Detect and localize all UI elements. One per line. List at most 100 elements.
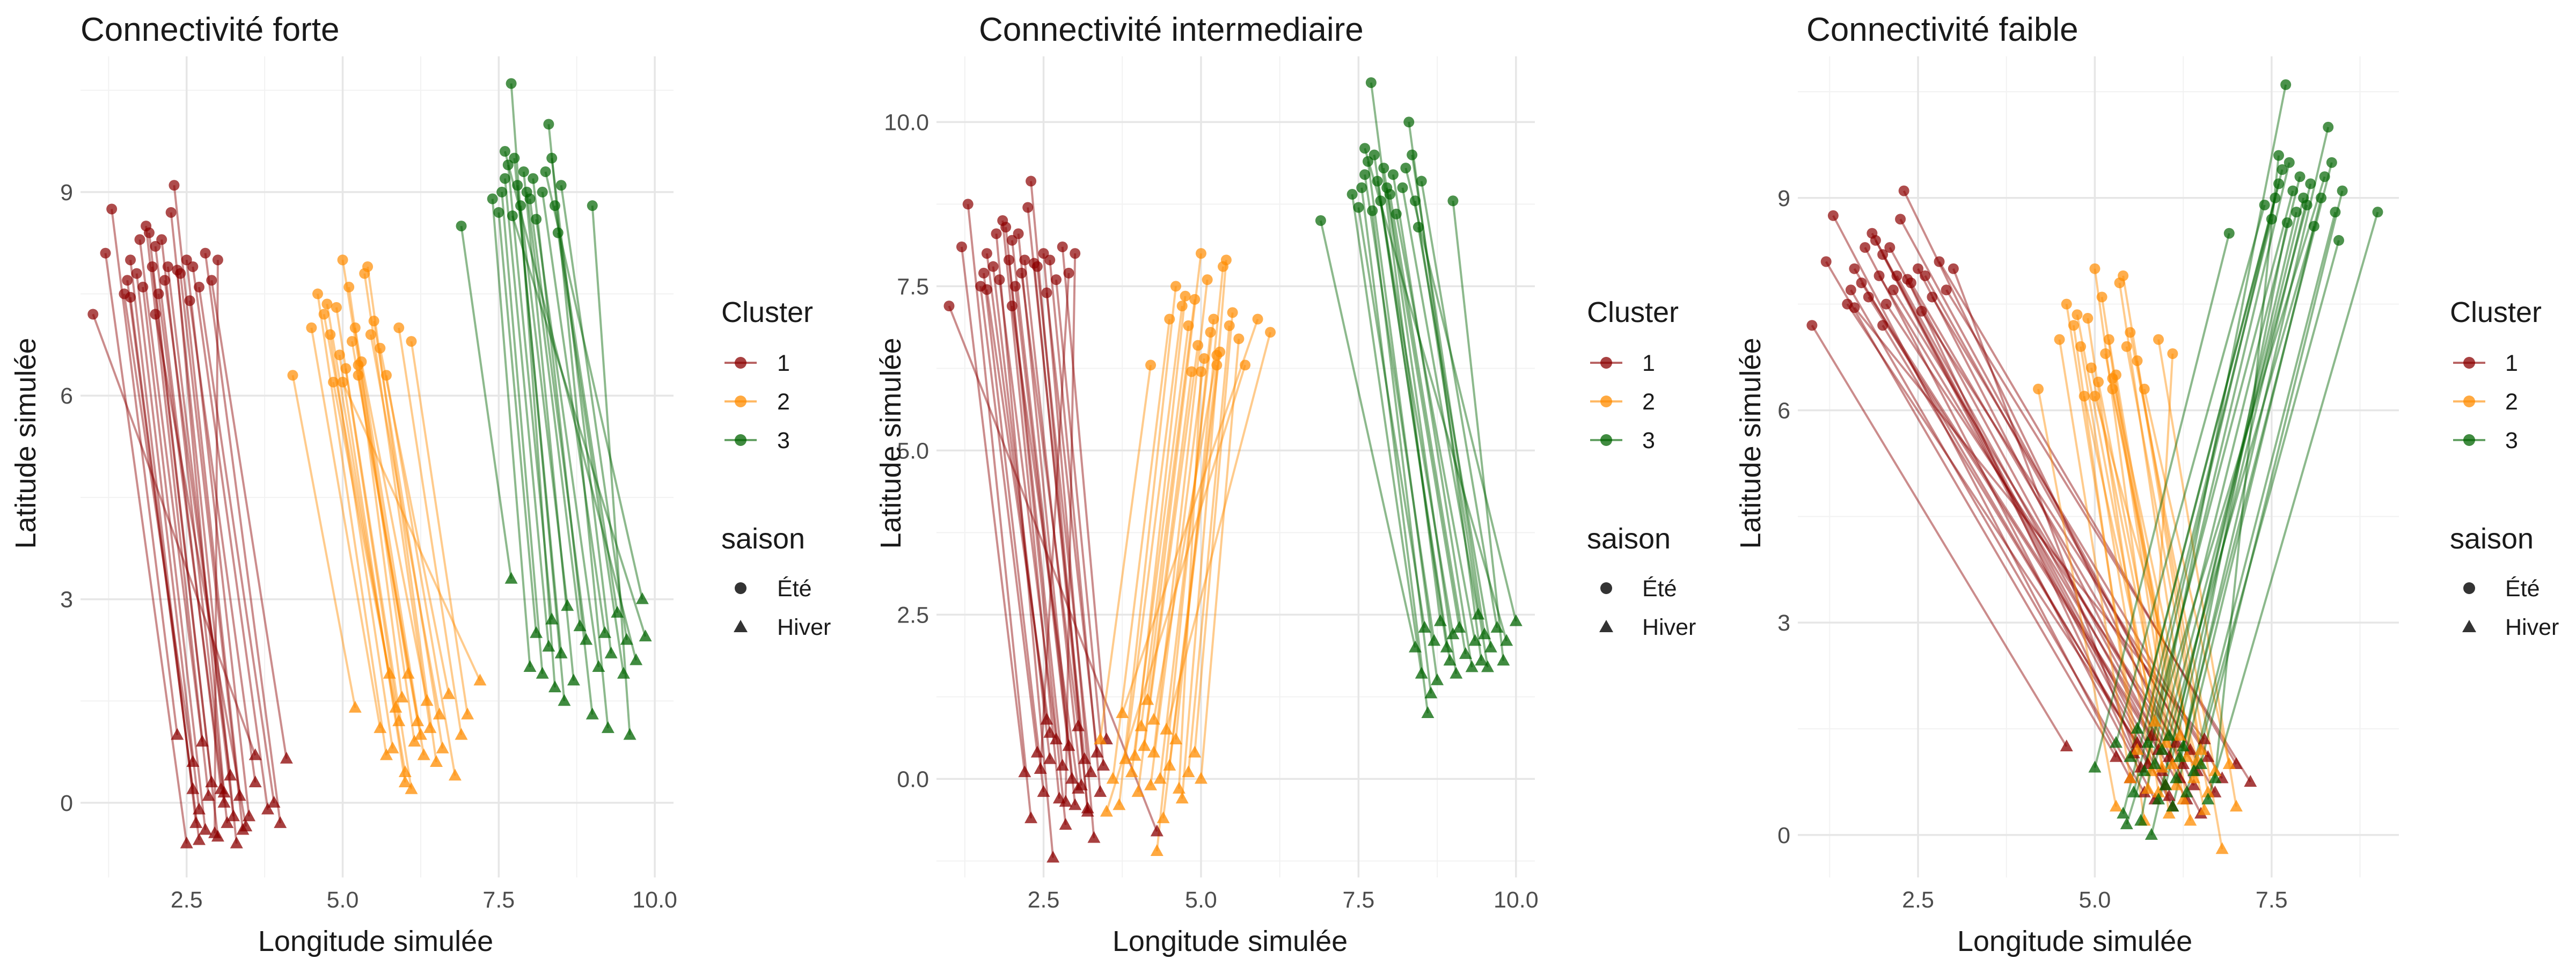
legend-label-cluster-1: 1 [1642, 350, 1655, 376]
trajectory-line-cluster-3 [2185, 211, 2337, 793]
trajectory-line-cluster-2 [335, 307, 400, 722]
point-ete-cluster-3 [2266, 214, 2277, 225]
point-ete-cluster-1 [1920, 270, 1931, 281]
point-ete-cluster-2 [1211, 360, 1223, 371]
point-hiver-cluster-1 [1024, 811, 1038, 823]
point-hiver-cluster-2 [1153, 772, 1167, 784]
point-hiver-cluster-3 [2131, 722, 2144, 734]
point-hiver-cluster-1 [217, 785, 231, 797]
point-hiver-cluster-1 [1087, 831, 1101, 843]
point-ete-cluster-2 [365, 329, 376, 340]
trajectory-line-cluster-3 [2132, 183, 2280, 793]
point-hiver-cluster-1 [1065, 772, 1079, 784]
trajectory-line-cluster-1 [1853, 306, 2206, 741]
point-ete-cluster-1 [1827, 210, 1839, 221]
point-ete-cluster-2 [362, 261, 374, 272]
trajectory-line-cluster-2 [1111, 319, 1171, 779]
legend-key-ete [2463, 582, 2475, 594]
point-hiver-cluster-1 [1094, 785, 1107, 797]
point-hiver-cluster-1 [1043, 726, 1057, 738]
point-ete-cluster-2 [2072, 309, 2083, 320]
trajectory-line-cluster-3 [2147, 191, 2294, 743]
point-ete-cluster-3 [496, 186, 508, 197]
point-ete-cluster-1 [206, 275, 217, 286]
point-ete-cluster-1 [1860, 242, 1871, 253]
trajectory-line-cluster-3 [2168, 226, 2315, 736]
point-ete-cluster-2 [1145, 360, 1157, 371]
trajectory-line-cluster-3 [2143, 162, 2290, 772]
legend-title-saison: saison [1587, 523, 1671, 555]
point-ete-cluster-1 [212, 254, 223, 266]
point-ete-cluster-3 [1385, 189, 1396, 200]
trajectory-line-cluster-2 [2037, 389, 2117, 807]
point-ete-cluster-2 [1233, 333, 1245, 345]
point-hiver-cluster-2 [433, 707, 446, 720]
point-hiver-cluster-3 [2088, 760, 2102, 773]
trajectory-line-cluster-3 [1371, 210, 1432, 694]
point-hiver-cluster-1 [1069, 798, 1082, 810]
point-ete-cluster-3 [499, 173, 510, 184]
trajectory-line-cluster-3 [1351, 194, 1423, 674]
trajectory-line-cluster-1 [967, 204, 1033, 819]
trajectory-line-cluster-2 [2147, 353, 2174, 789]
point-hiver-cluster-1 [1072, 719, 1085, 731]
legend: Cluster 1 2 3 saison Été Hiver [721, 296, 831, 640]
point-ete-cluster-3 [512, 180, 523, 191]
point-hiver-cluster-1 [2162, 789, 2176, 801]
y-axis-title: Latitude simulée [10, 338, 42, 548]
point-ete-cluster-3 [2290, 207, 2302, 218]
point-hiver-cluster-1 [226, 809, 240, 822]
point-hiver-cluster-1 [1059, 795, 1072, 807]
point-ete-cluster-1 [1934, 256, 1945, 267]
trajectory-line-cluster-1 [1945, 289, 2251, 782]
trajectory-line-cluster-2 [1118, 286, 1177, 806]
point-ete-cluster-2 [349, 322, 361, 333]
y-tick-label: 7.5 [897, 274, 929, 299]
trajectory-line-cluster-1 [92, 313, 257, 756]
trajectory-line-cluster-3 [1404, 167, 1517, 622]
y-axis-title: Latitude simulée [1735, 338, 1767, 548]
point-ete-cluster-3 [1413, 222, 1424, 233]
point-hiver-cluster-3 [1472, 608, 1485, 620]
x-tick-label: 7.5 [1342, 887, 1374, 913]
point-ete-cluster-1 [991, 228, 1002, 239]
trajectory-line-cluster-2 [1177, 371, 1202, 789]
point-hiver-cluster-3 [2109, 736, 2123, 748]
point-hiver-cluster-3 [1459, 647, 1472, 659]
point-ete-cluster-2 [2061, 298, 2072, 310]
point-hiver-cluster-2 [461, 707, 474, 720]
trajectory-line-cluster-1 [1853, 268, 2149, 765]
trajectory-line-cluster-2 [2065, 304, 2139, 750]
trajectory-line-cluster-1 [145, 225, 210, 796]
point-ete-cluster-2 [1198, 353, 1210, 364]
trajectory-line-cluster-2 [1143, 345, 1199, 747]
point-ete-cluster-2 [1183, 320, 1194, 331]
trajectory-line-cluster-2 [2111, 389, 2188, 758]
trajectory-line-cluster-3 [2214, 155, 2280, 779]
point-hiver-cluster-3 [1433, 614, 1447, 626]
trajectory-line-cluster-3 [535, 219, 600, 668]
point-hiver-cluster-2 [2173, 729, 2186, 741]
trajectory-line-cluster-2 [369, 334, 441, 715]
point-ete-cluster-2 [1186, 366, 1197, 377]
point-ete-cluster-2 [2075, 341, 2087, 352]
trajectory-line-cluster-1 [176, 270, 225, 793]
point-hiver-cluster-3 [1478, 627, 1491, 640]
point-hiver-cluster-2 [2131, 743, 2144, 755]
point-hiver-cluster-1 [248, 775, 262, 787]
trajectory-line-cluster-3 [2125, 176, 2326, 825]
trajectory-line-cluster-2 [1194, 312, 1234, 753]
point-hiver-cluster-2 [417, 748, 430, 760]
point-hiver-cluster-3 [611, 605, 624, 618]
point-ete-cluster-2 [1164, 313, 1175, 325]
trajectory-line-cluster-2 [1165, 332, 1271, 730]
point-ete-cluster-2 [2089, 391, 2101, 402]
point-hiver-cluster-3 [1497, 654, 1510, 666]
point-ete-cluster-2 [287, 370, 298, 381]
point-ete-cluster-1 [184, 295, 195, 306]
point-ete-cluster-3 [2281, 217, 2293, 228]
point-hiver-cluster-1 [2060, 739, 2073, 751]
point-ete-cluster-1 [134, 234, 145, 245]
point-hiver-cluster-1 [243, 809, 256, 822]
trajectory-line-cluster-1 [1882, 254, 2174, 808]
